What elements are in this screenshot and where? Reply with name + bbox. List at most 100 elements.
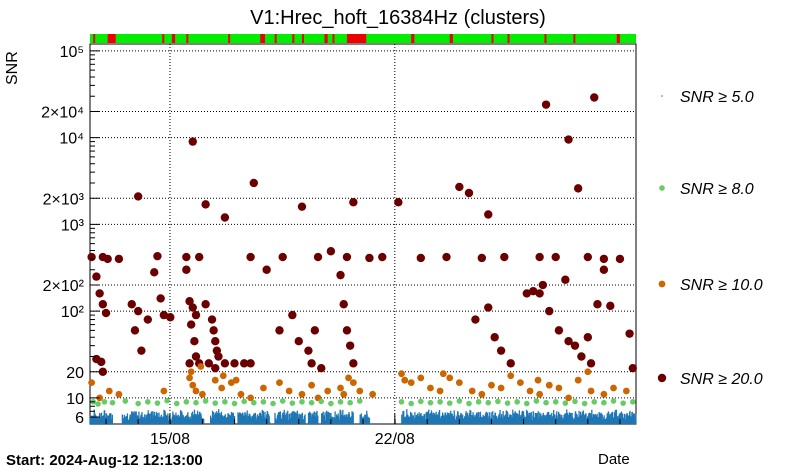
y-tick-label: 2×10³ xyxy=(43,191,85,208)
data-point xyxy=(164,397,170,404)
data-point xyxy=(308,399,315,406)
data-point xyxy=(247,394,254,402)
data-point xyxy=(347,399,353,406)
data-point xyxy=(577,352,586,361)
data-point xyxy=(369,390,377,398)
data-point xyxy=(574,376,582,384)
plot-area xyxy=(89,43,637,425)
data-point xyxy=(159,310,169,320)
data-point xyxy=(297,202,307,211)
segment-bar-bad xyxy=(332,34,335,43)
segment-bar-bad xyxy=(162,34,165,43)
data-point xyxy=(328,400,334,407)
grid-lines xyxy=(90,44,636,424)
data-point xyxy=(500,252,509,262)
data-point xyxy=(133,192,143,201)
data-point xyxy=(506,359,515,368)
data-point xyxy=(349,198,358,207)
data-point xyxy=(416,253,426,263)
data-point xyxy=(538,280,548,290)
segment-bar-bad xyxy=(346,34,367,43)
data-point xyxy=(564,337,573,346)
data-quality-segment-bar xyxy=(90,34,636,43)
data-point xyxy=(401,376,409,384)
data-point xyxy=(455,379,463,387)
legend: SNR ≥ 5.0 SNR ≥ 8.0 SNR ≥ 10.0 SNR ≥ 20.0 xyxy=(657,89,763,388)
data-point xyxy=(436,387,444,395)
segment-bar-bad xyxy=(292,34,295,43)
data-point xyxy=(516,379,524,387)
data-point xyxy=(143,315,153,324)
data-series xyxy=(87,93,637,424)
data-point xyxy=(231,400,238,407)
legend-marker xyxy=(659,185,665,191)
y-tick-label: 6 xyxy=(75,410,84,427)
y-axis-label: SNR xyxy=(4,51,21,85)
data-point xyxy=(204,359,214,368)
data-point xyxy=(565,394,572,402)
data-point xyxy=(191,310,201,320)
data-point xyxy=(279,398,286,404)
data-point xyxy=(127,300,136,309)
data-point xyxy=(97,357,106,367)
data-point xyxy=(201,300,210,309)
data-point xyxy=(294,337,303,346)
data-point xyxy=(446,400,453,406)
data-point xyxy=(439,370,447,378)
data-point xyxy=(101,399,108,405)
segment-bar-bad xyxy=(449,34,453,43)
data-point xyxy=(133,306,143,316)
data-point xyxy=(182,252,191,262)
legend-label: SNR ≥ 8.0 xyxy=(680,181,754,198)
data-point xyxy=(95,289,104,298)
legend-label: SNR ≥ 5.0 xyxy=(680,89,754,106)
series-20.0 xyxy=(87,93,637,376)
data-point xyxy=(154,400,161,406)
data-point xyxy=(356,398,363,404)
data-point xyxy=(336,270,345,280)
data-point xyxy=(545,306,554,316)
data-point xyxy=(324,387,332,395)
data-point xyxy=(115,390,123,398)
y-tick-label: 2×10² xyxy=(43,278,85,295)
data-point xyxy=(318,398,325,405)
data-point xyxy=(628,363,637,373)
segment-bar-bad xyxy=(544,34,547,43)
data-point xyxy=(427,384,434,392)
data-point xyxy=(310,326,320,335)
data-point xyxy=(299,399,305,405)
data-point xyxy=(378,252,387,262)
segment-bar-bad xyxy=(274,34,277,43)
data-point xyxy=(514,399,520,405)
data-point xyxy=(188,137,197,146)
segment-bar-bad xyxy=(301,34,304,43)
data-point xyxy=(188,303,197,312)
data-point xyxy=(222,399,228,405)
data-point xyxy=(313,252,323,262)
segment-bar-bad xyxy=(93,34,96,43)
data-point xyxy=(298,390,306,398)
data-point xyxy=(270,400,276,407)
segment-bar-bad xyxy=(171,34,176,43)
data-point xyxy=(349,359,358,368)
data-point xyxy=(535,252,544,262)
data-point xyxy=(183,399,190,405)
data-point xyxy=(87,252,96,262)
data-point xyxy=(555,384,563,392)
data-point xyxy=(507,372,515,380)
data-point xyxy=(342,326,352,335)
data-point xyxy=(193,399,199,406)
data-point xyxy=(304,346,313,355)
data-point xyxy=(408,400,414,407)
data-point xyxy=(417,374,425,382)
series-8.0 xyxy=(90,397,636,407)
data-point xyxy=(398,399,405,405)
chart-title: V1:Hrec_hoft_16384Hz (clusters) xyxy=(250,7,546,29)
segment-bar-bad xyxy=(411,34,415,43)
data-point xyxy=(114,254,124,264)
data-point xyxy=(211,337,220,346)
data-point xyxy=(249,178,258,188)
data-point xyxy=(345,341,355,350)
data-point xyxy=(260,399,267,405)
data-point xyxy=(471,315,480,324)
